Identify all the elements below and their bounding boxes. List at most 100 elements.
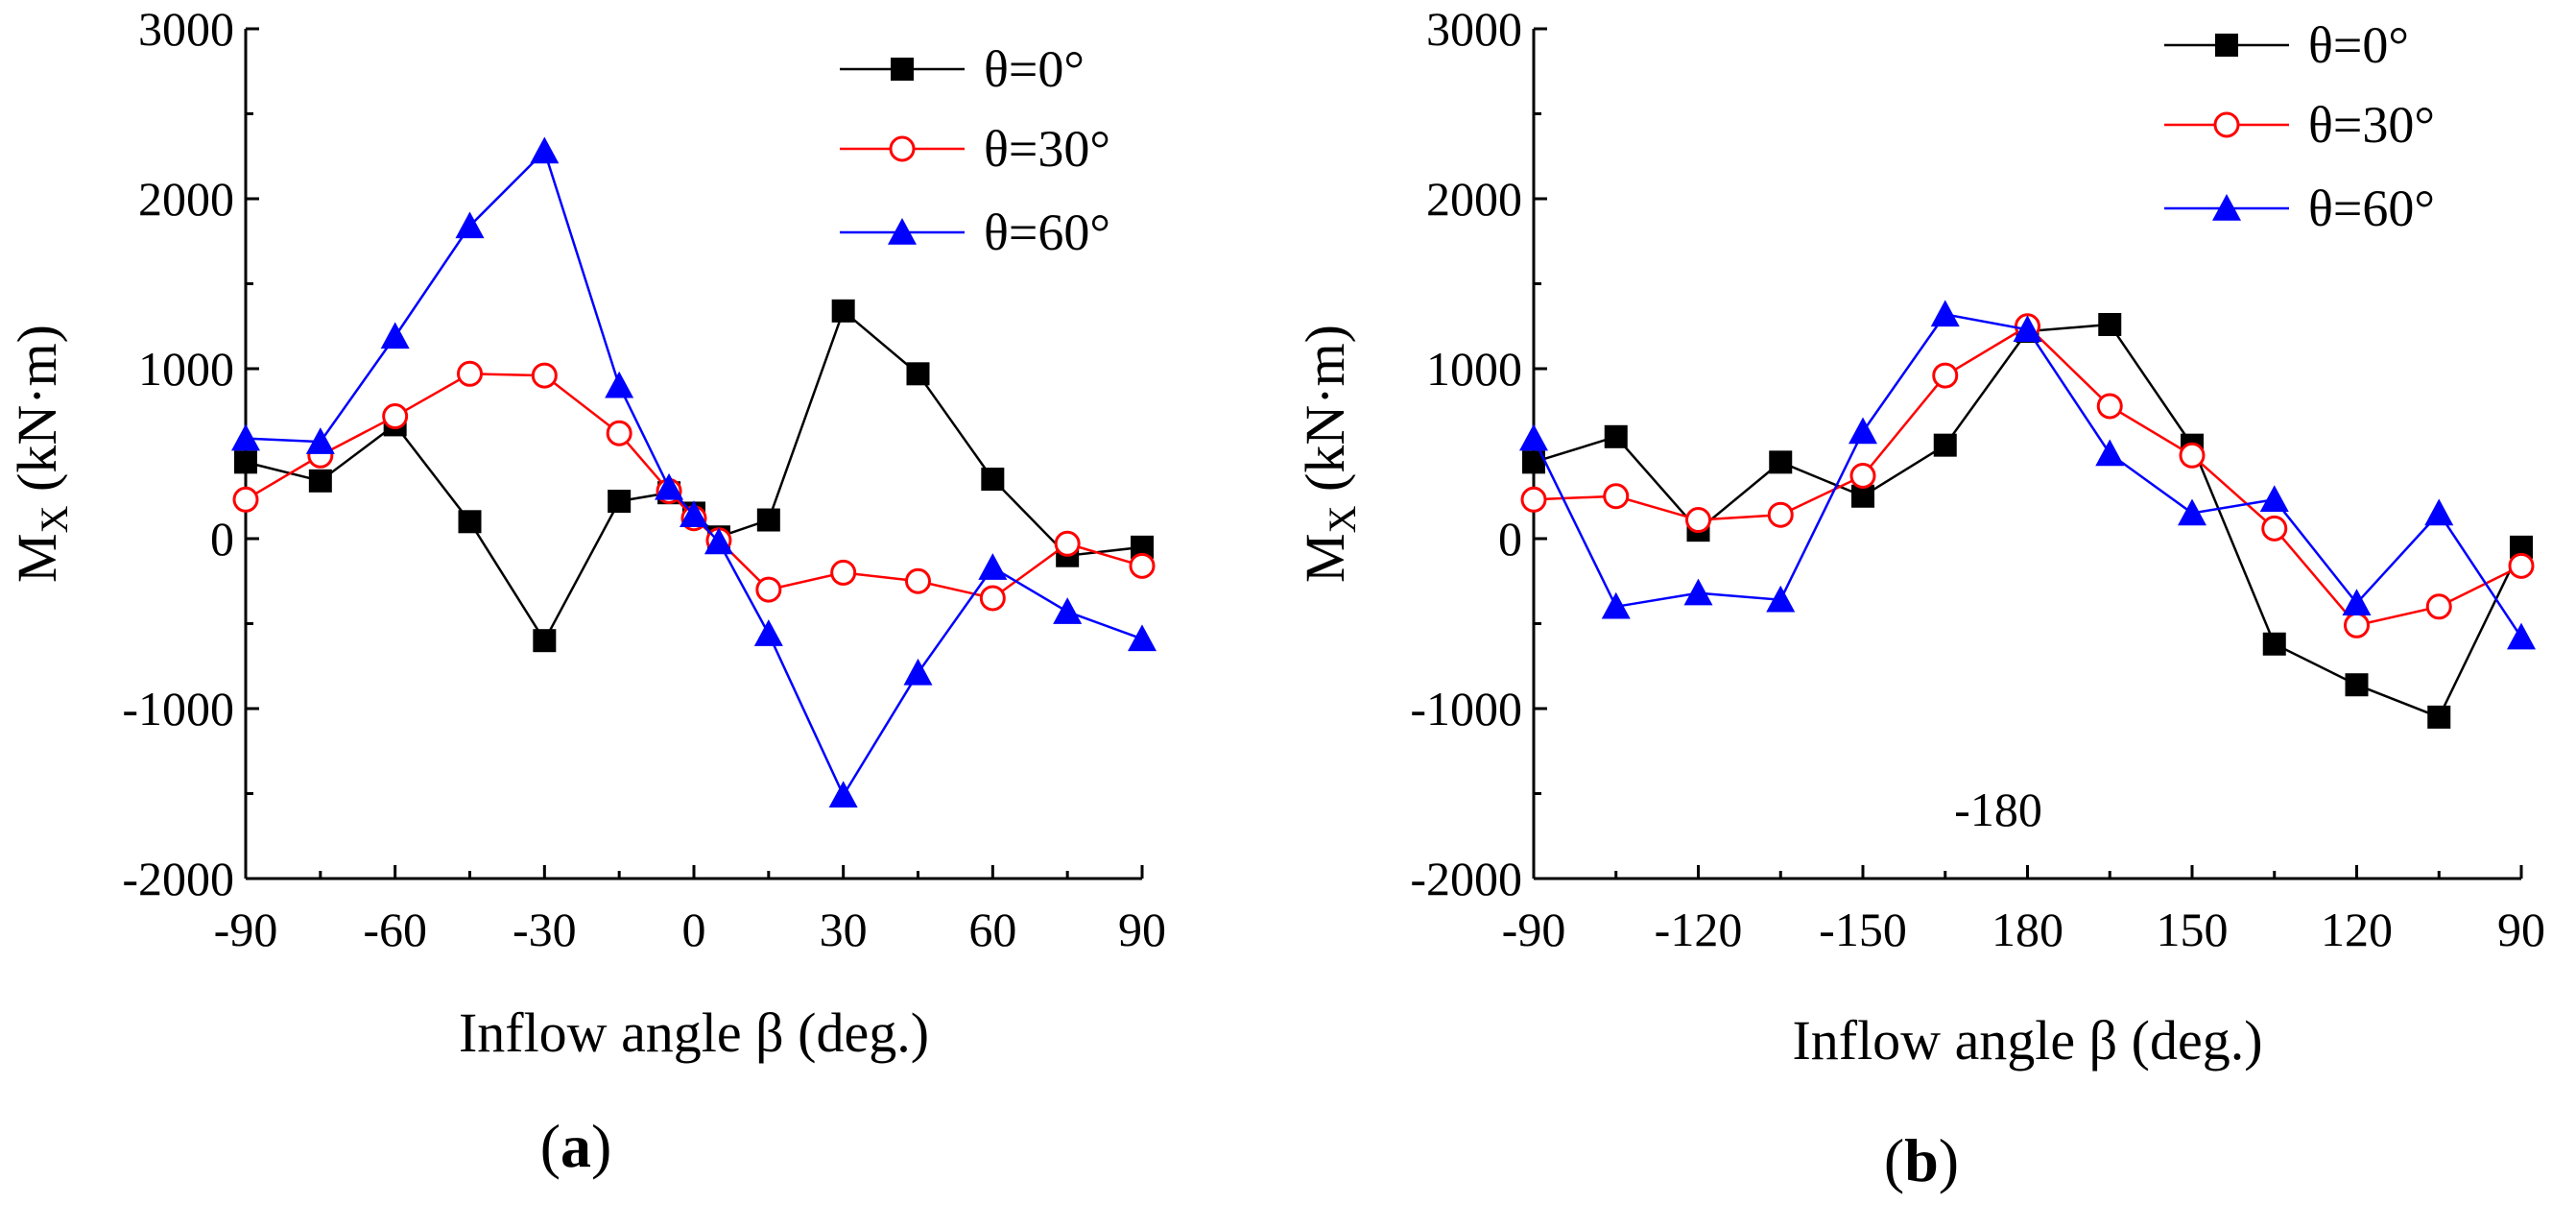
data-point	[2098, 312, 2122, 336]
series-line	[1533, 323, 2523, 719]
data-point	[2425, 593, 2452, 620]
x-axis-title: Inflow angle β (deg.)	[1792, 1009, 2262, 1072]
data-point	[1769, 450, 1793, 474]
legend-label: θ=60°	[984, 204, 1110, 261]
data-point	[753, 619, 783, 646]
x-tick-label: 60	[968, 903, 1016, 956]
data-point	[2179, 442, 2206, 469]
data-point	[1053, 597, 1083, 624]
x-tick-label: -30	[513, 903, 577, 956]
data-point	[605, 371, 634, 398]
data-point	[1932, 362, 1959, 389]
legend-label: θ=30°	[2308, 96, 2435, 154]
data-point	[1767, 501, 1794, 528]
data-point	[1520, 486, 1547, 513]
data-point	[2178, 498, 2206, 526]
data-point	[1849, 463, 1876, 490]
y-tick-label: 2000	[138, 172, 234, 226]
legend-marker	[888, 218, 917, 245]
data-point	[831, 299, 855, 323]
data-point	[2342, 589, 2372, 616]
series-line	[245, 373, 1143, 600]
x-tick-label: -90	[1502, 903, 1566, 956]
series-1: θ=30°	[1520, 96, 2535, 639]
data-point	[1129, 552, 1156, 579]
data-point	[232, 486, 259, 513]
data-point	[608, 490, 632, 514]
data-point	[530, 136, 560, 164]
y-tick-label: 0	[210, 512, 234, 566]
legend-marker	[2212, 194, 2241, 221]
x-tick-label: 90	[2497, 903, 2545, 956]
x-tick-label: -120	[1655, 903, 1743, 956]
legend-label: θ=0°	[2308, 16, 2409, 74]
data-point	[704, 527, 733, 555]
data-point	[2261, 515, 2288, 542]
data-point	[2507, 622, 2536, 650]
data-point	[2344, 612, 2370, 639]
x-tick-label: 0	[682, 903, 706, 956]
data-point	[1128, 624, 1157, 652]
y-tick-label: 3000	[1426, 2, 1522, 56]
data-point	[2262, 632, 2286, 656]
legend-label: θ=60°	[2308, 180, 2435, 237]
x-axis-title: Inflow angle β (deg.)	[459, 1001, 929, 1064]
y-tick-label: 1000	[1426, 342, 1522, 396]
y-tick-label: 1000	[138, 342, 234, 396]
data-point	[1685, 507, 1711, 534]
data-point	[2345, 673, 2369, 697]
data-point	[830, 559, 857, 586]
data-point	[231, 423, 260, 451]
data-point	[1601, 591, 1631, 619]
x-tick-label: 30	[820, 903, 868, 956]
data-point	[455, 211, 485, 239]
axis-annotation: -180	[1954, 783, 2042, 836]
data-point	[1930, 300, 1960, 327]
y-tick-label: 0	[1498, 512, 1522, 566]
data-point	[457, 360, 483, 387]
x-tick-label: -150	[1819, 903, 1907, 956]
series-line	[1532, 312, 2523, 639]
x-tick-label: 180	[1992, 903, 2063, 956]
series-line	[245, 308, 1143, 643]
series-2: θ=60°	[231, 136, 1157, 808]
y-tick-label: -2000	[122, 852, 234, 905]
data-point	[655, 472, 684, 500]
data-point	[2096, 393, 2123, 420]
data-point	[1603, 483, 1630, 510]
series-1: θ=30°	[232, 120, 1156, 612]
data-point	[1849, 417, 1877, 445]
y-tick-label: 3000	[138, 2, 234, 56]
data-point	[533, 629, 557, 653]
y-axis-title: MX (kN·m)	[1294, 325, 1364, 583]
panel-label: (b)	[1884, 1126, 1959, 1194]
series-2: θ=60°	[1519, 180, 2536, 650]
data-point	[1604, 424, 1628, 448]
y-tick-label: -1000	[122, 682, 234, 735]
legend-marker	[891, 58, 914, 81]
data-point	[1933, 433, 1957, 457]
legend-label: θ=0°	[984, 40, 1085, 98]
legend-label: θ=30°	[984, 120, 1110, 178]
y-tick-label: 2000	[1426, 172, 1522, 226]
x-tick-label: -60	[363, 903, 427, 956]
data-point	[979, 585, 1006, 612]
data-point	[1683, 578, 1713, 606]
data-point	[305, 427, 335, 454]
data-point	[308, 469, 332, 493]
x-tick-label: 120	[2321, 903, 2393, 956]
data-point	[2259, 485, 2289, 513]
legend-marker	[2213, 111, 2240, 138]
data-point	[978, 553, 1008, 580]
x-tick-label: 150	[2157, 903, 2229, 956]
data-point	[531, 362, 558, 389]
data-point	[906, 362, 930, 386]
data-point	[1766, 585, 1796, 613]
data-point	[606, 420, 632, 446]
panel-label: (a)	[540, 1112, 612, 1180]
data-point	[380, 322, 410, 349]
data-point	[981, 468, 1005, 492]
data-point	[905, 567, 931, 594]
chart-panel-b: -2000 -1000 0 1000 2000 3000 -90 -120 -150 180 150…	[1294, 2, 2545, 1194]
